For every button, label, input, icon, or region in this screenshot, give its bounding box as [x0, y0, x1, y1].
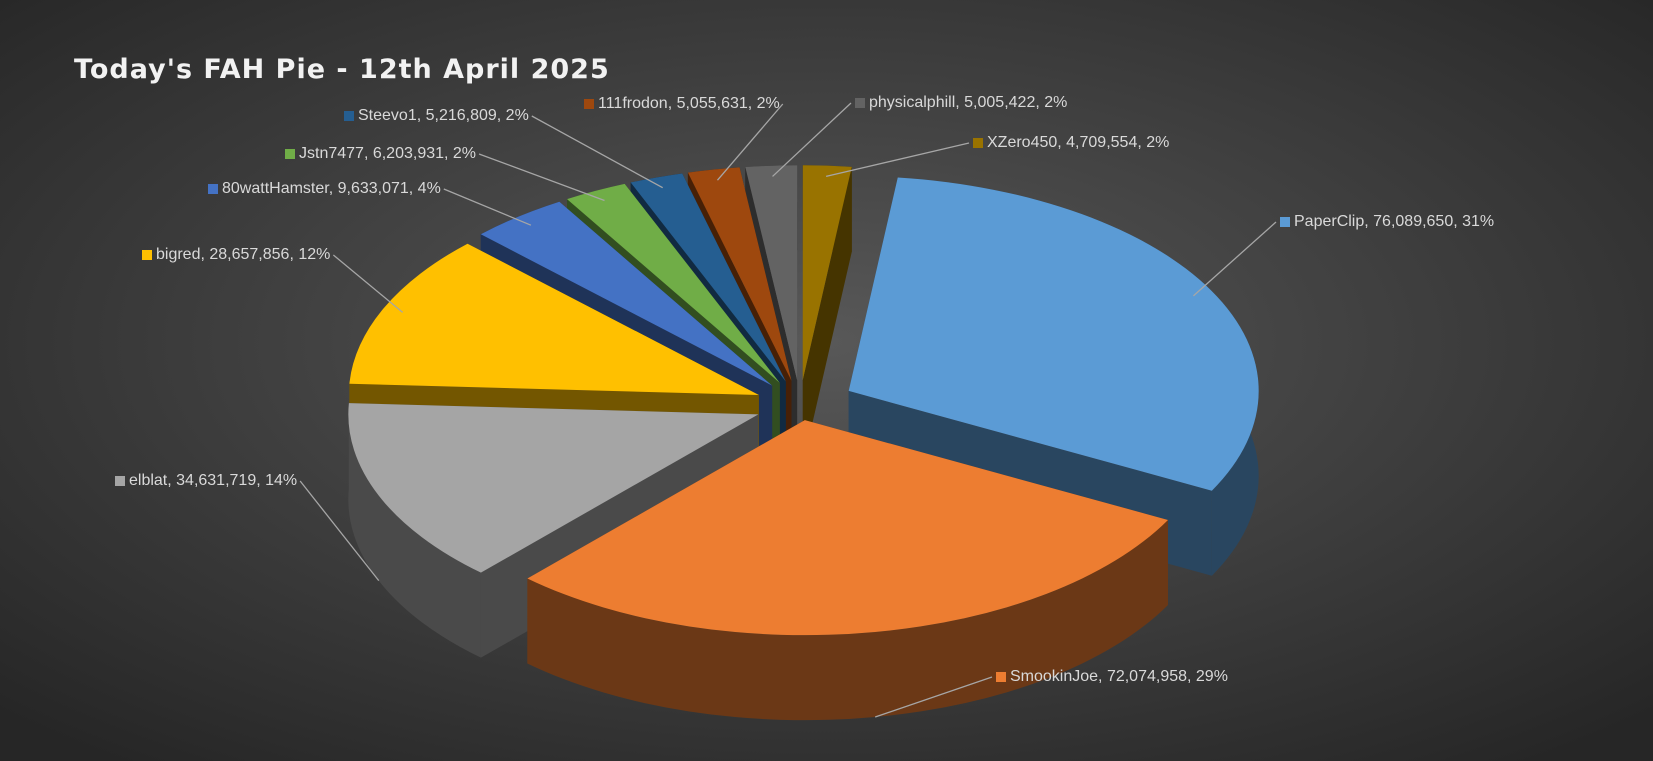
data-label: XZero450, 4,709,554, 2%	[987, 134, 1169, 151]
legend-key	[973, 138, 983, 148]
slice	[630, 173, 786, 382]
legend-key	[142, 250, 152, 260]
slice	[349, 243, 759, 395]
legend-key	[584, 99, 594, 109]
data-label: SmookinJoe, 72,074,958, 29%	[1010, 668, 1228, 685]
data-label: Jstn7477, 6,203,931, 2%	[299, 145, 476, 162]
leader-line	[332, 254, 404, 313]
data-label: Steevo1, 5,216,809, 2%	[358, 107, 529, 124]
legend-key	[1280, 217, 1290, 227]
leader-line	[825, 142, 970, 178]
legend-key	[855, 98, 865, 108]
leader-line	[443, 188, 532, 226]
slice	[848, 177, 1259, 491]
data-label: PaperClip, 76,089,650, 31%	[1294, 213, 1494, 230]
legend-key	[285, 149, 295, 159]
leader-line	[874, 676, 993, 718]
legend-key	[115, 476, 125, 486]
leader-line	[1192, 221, 1277, 297]
slice	[567, 183, 780, 383]
leader-line	[478, 153, 605, 202]
legend-key	[208, 184, 218, 194]
slice	[527, 420, 1168, 636]
leader-line	[299, 480, 380, 582]
leader-line	[716, 103, 784, 181]
data-label: elblat, 34,631,719, 14%	[129, 472, 297, 489]
labels: PaperClip, 76,089,650, 31% SmookinJoe, 72…	[115, 94, 1494, 718]
slice	[348, 403, 759, 573]
data-label: 111frodon, 5,055,631, 2%	[598, 95, 780, 112]
legend-key	[344, 111, 354, 121]
legend-key	[996, 672, 1006, 682]
slice	[687, 167, 792, 381]
data-label: 80wattHamster, 9,633,071, 4%	[222, 180, 441, 197]
data-label: physicalphill, 5,005,422, 2%	[869, 94, 1067, 111]
slice-rim	[348, 403, 481, 658]
slice	[480, 201, 773, 386]
slice	[745, 165, 798, 381]
chart-title: Today's FAH Pie - 12th April 2025	[74, 54, 610, 85]
pie	[348, 165, 1259, 721]
leader-line	[531, 115, 663, 189]
slice	[802, 165, 852, 381]
data-label: bigred, 28,657,856, 12%	[156, 246, 330, 263]
leader-line	[772, 102, 852, 177]
slice-rim	[527, 519, 1168, 721]
